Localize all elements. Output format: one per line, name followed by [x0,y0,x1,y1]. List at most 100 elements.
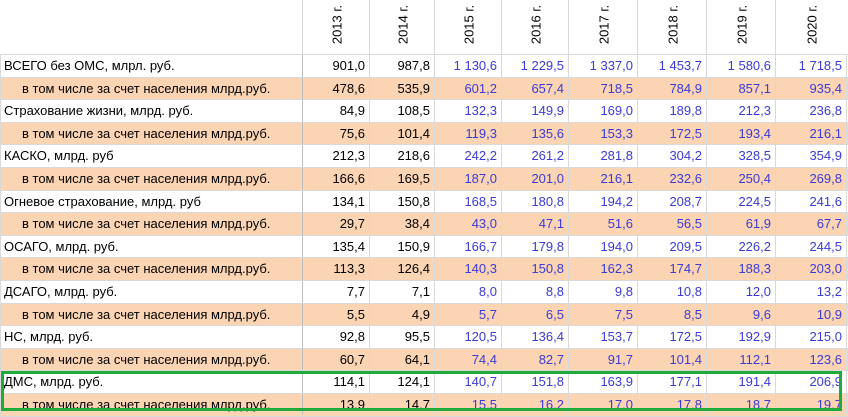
value-cell: 126,4 [397,261,430,277]
table-row-subtotal: в том числе за счет населения млрд.руб. 1… [0,393,848,416]
value-cell: 241,6 [809,193,842,209]
value-cell: 163,9 [600,374,633,390]
value-cell: 1 718,5 [798,58,842,73]
value-cell: 172,5 [669,329,702,345]
value-cell: 242,2 [464,148,497,164]
row-label: ДМС, млрд. руб. [4,374,104,390]
value-cell: 328,5 [738,148,771,164]
value-cell: 189,8 [669,103,702,119]
year-header-3: 2016 г. [501,0,569,54]
grid-line [637,54,638,415]
year-label: 2015 г. [461,4,476,45]
value-cell: 91,7 [607,351,633,367]
table-row-subtotal: в том числе за счет населения млрд.руб. 5… [0,302,848,326]
value-cell: 124,1 [397,374,430,390]
row-label: в том числе за счет населения млрд.руб. [22,351,271,367]
value-cell: 8,8 [545,284,564,299]
year-label: 2018 г. [665,4,680,45]
value-cell: 5,7 [478,306,497,322]
row-label: в том числе за счет населения млрд.руб. [22,261,271,277]
value-cell: 601,2 [464,80,497,96]
row-label: Страхование жизни, млрд. руб. [4,103,194,119]
grid-line [369,54,370,415]
value-cell: 67,7 [816,216,842,232]
value-cell: 218,6 [397,148,430,164]
value-cell: 1 337,0 [589,58,633,73]
value-cell: 95,5 [404,329,430,345]
value-cell: 101,4 [397,125,430,141]
value-cell: 56,5 [676,216,702,232]
value-cell: 140,3 [464,261,497,277]
value-cell: 1 453,7 [658,58,702,73]
year-label: 2020 г. [804,4,819,45]
row-label: ВСЕГО без ОМС, млрл. руб. [4,58,175,73]
value-cell: 114,1 [333,374,365,390]
year-label: 2017 г. [596,4,611,45]
value-cell: 7,7 [346,284,365,299]
year-header-1: 2014 г. [369,0,435,54]
value-cell: 112,1 [739,351,771,367]
value-cell: 216,1 [600,171,633,186]
value-cell: 150,8 [397,193,430,209]
value-cell: 8,5 [683,306,702,322]
value-cell: 17,0 [607,397,633,412]
value-cell: 354,9 [809,148,842,164]
grid-line [0,280,848,281]
value-cell: 203,0 [809,261,842,277]
value-cell: 108,5 [397,103,430,119]
value-cell: 13,2 [816,284,842,299]
value-cell: 16,2 [538,397,564,412]
value-cell: 935,4 [809,80,842,96]
value-cell: 718,5 [600,80,633,96]
value-cell: 215,0 [809,329,842,345]
grid-line [568,54,569,415]
value-cell: 14,7 [404,397,430,412]
value-cell: 7,1 [411,284,430,299]
year-header-7: 2020 г. [775,0,847,54]
table-row-subtotal: в том числе за счет населения млрд.руб. 2… [0,212,848,236]
value-cell: 18,7 [745,397,771,412]
value-cell: 13,9 [339,397,365,412]
year-header-6: 2019 г. [706,0,776,54]
value-cell: 180,8 [531,193,564,209]
value-cell: 47,1 [538,216,564,232]
value-cell: 12,0 [745,284,771,299]
value-cell: 212,3 [332,148,365,164]
value-cell: 64,1 [404,351,430,367]
value-cell: 232,6 [669,171,702,186]
value-cell: 191,4 [738,374,771,390]
year-header-2: 2015 г. [434,0,502,54]
grid-line [0,234,848,236]
row-label: ДСАГО, млрд. руб. [4,284,118,299]
value-cell: 132,3 [464,103,497,119]
value-cell: 7,5 [614,306,633,322]
value-cell: 136,4 [531,329,564,345]
value-cell: 226,2 [738,238,771,254]
value-cell: 478,6 [332,80,365,96]
value-cell: 19,7 [816,397,842,412]
value-cell: 153,7 [600,329,633,345]
value-cell: 10,8 [676,284,702,299]
value-cell: 177,1 [669,374,702,390]
value-cell: 166,6 [332,171,365,186]
value-cell: 153,3 [600,125,633,141]
value-cell: 193,4 [738,125,771,141]
table-row: Огневое страхование, млрд. руб 134,1 150,8… [0,189,848,213]
value-cell: 43,0 [471,216,497,232]
value-cell: 168,5 [464,193,497,209]
grid-line [775,54,776,415]
grid-line [706,54,707,415]
grid-line [0,189,848,191]
value-cell: 140,7 [464,374,497,390]
row-label: в том числе за счет населения млрд.руб. [22,306,271,322]
value-cell: 51,6 [607,216,633,232]
value-cell: 194,2 [600,193,633,209]
value-cell: 209,5 [669,238,702,254]
value-cell: 169,0 [600,103,633,119]
year-header-5: 2018 г. [637,0,707,54]
table-row: Страхование жизни, млрд. руб. 84,9 108,5 13… [0,99,848,123]
grid-line [434,54,435,415]
grid-line [0,302,848,304]
row-label: в том числе за счет населения млрд.руб. [22,216,271,232]
